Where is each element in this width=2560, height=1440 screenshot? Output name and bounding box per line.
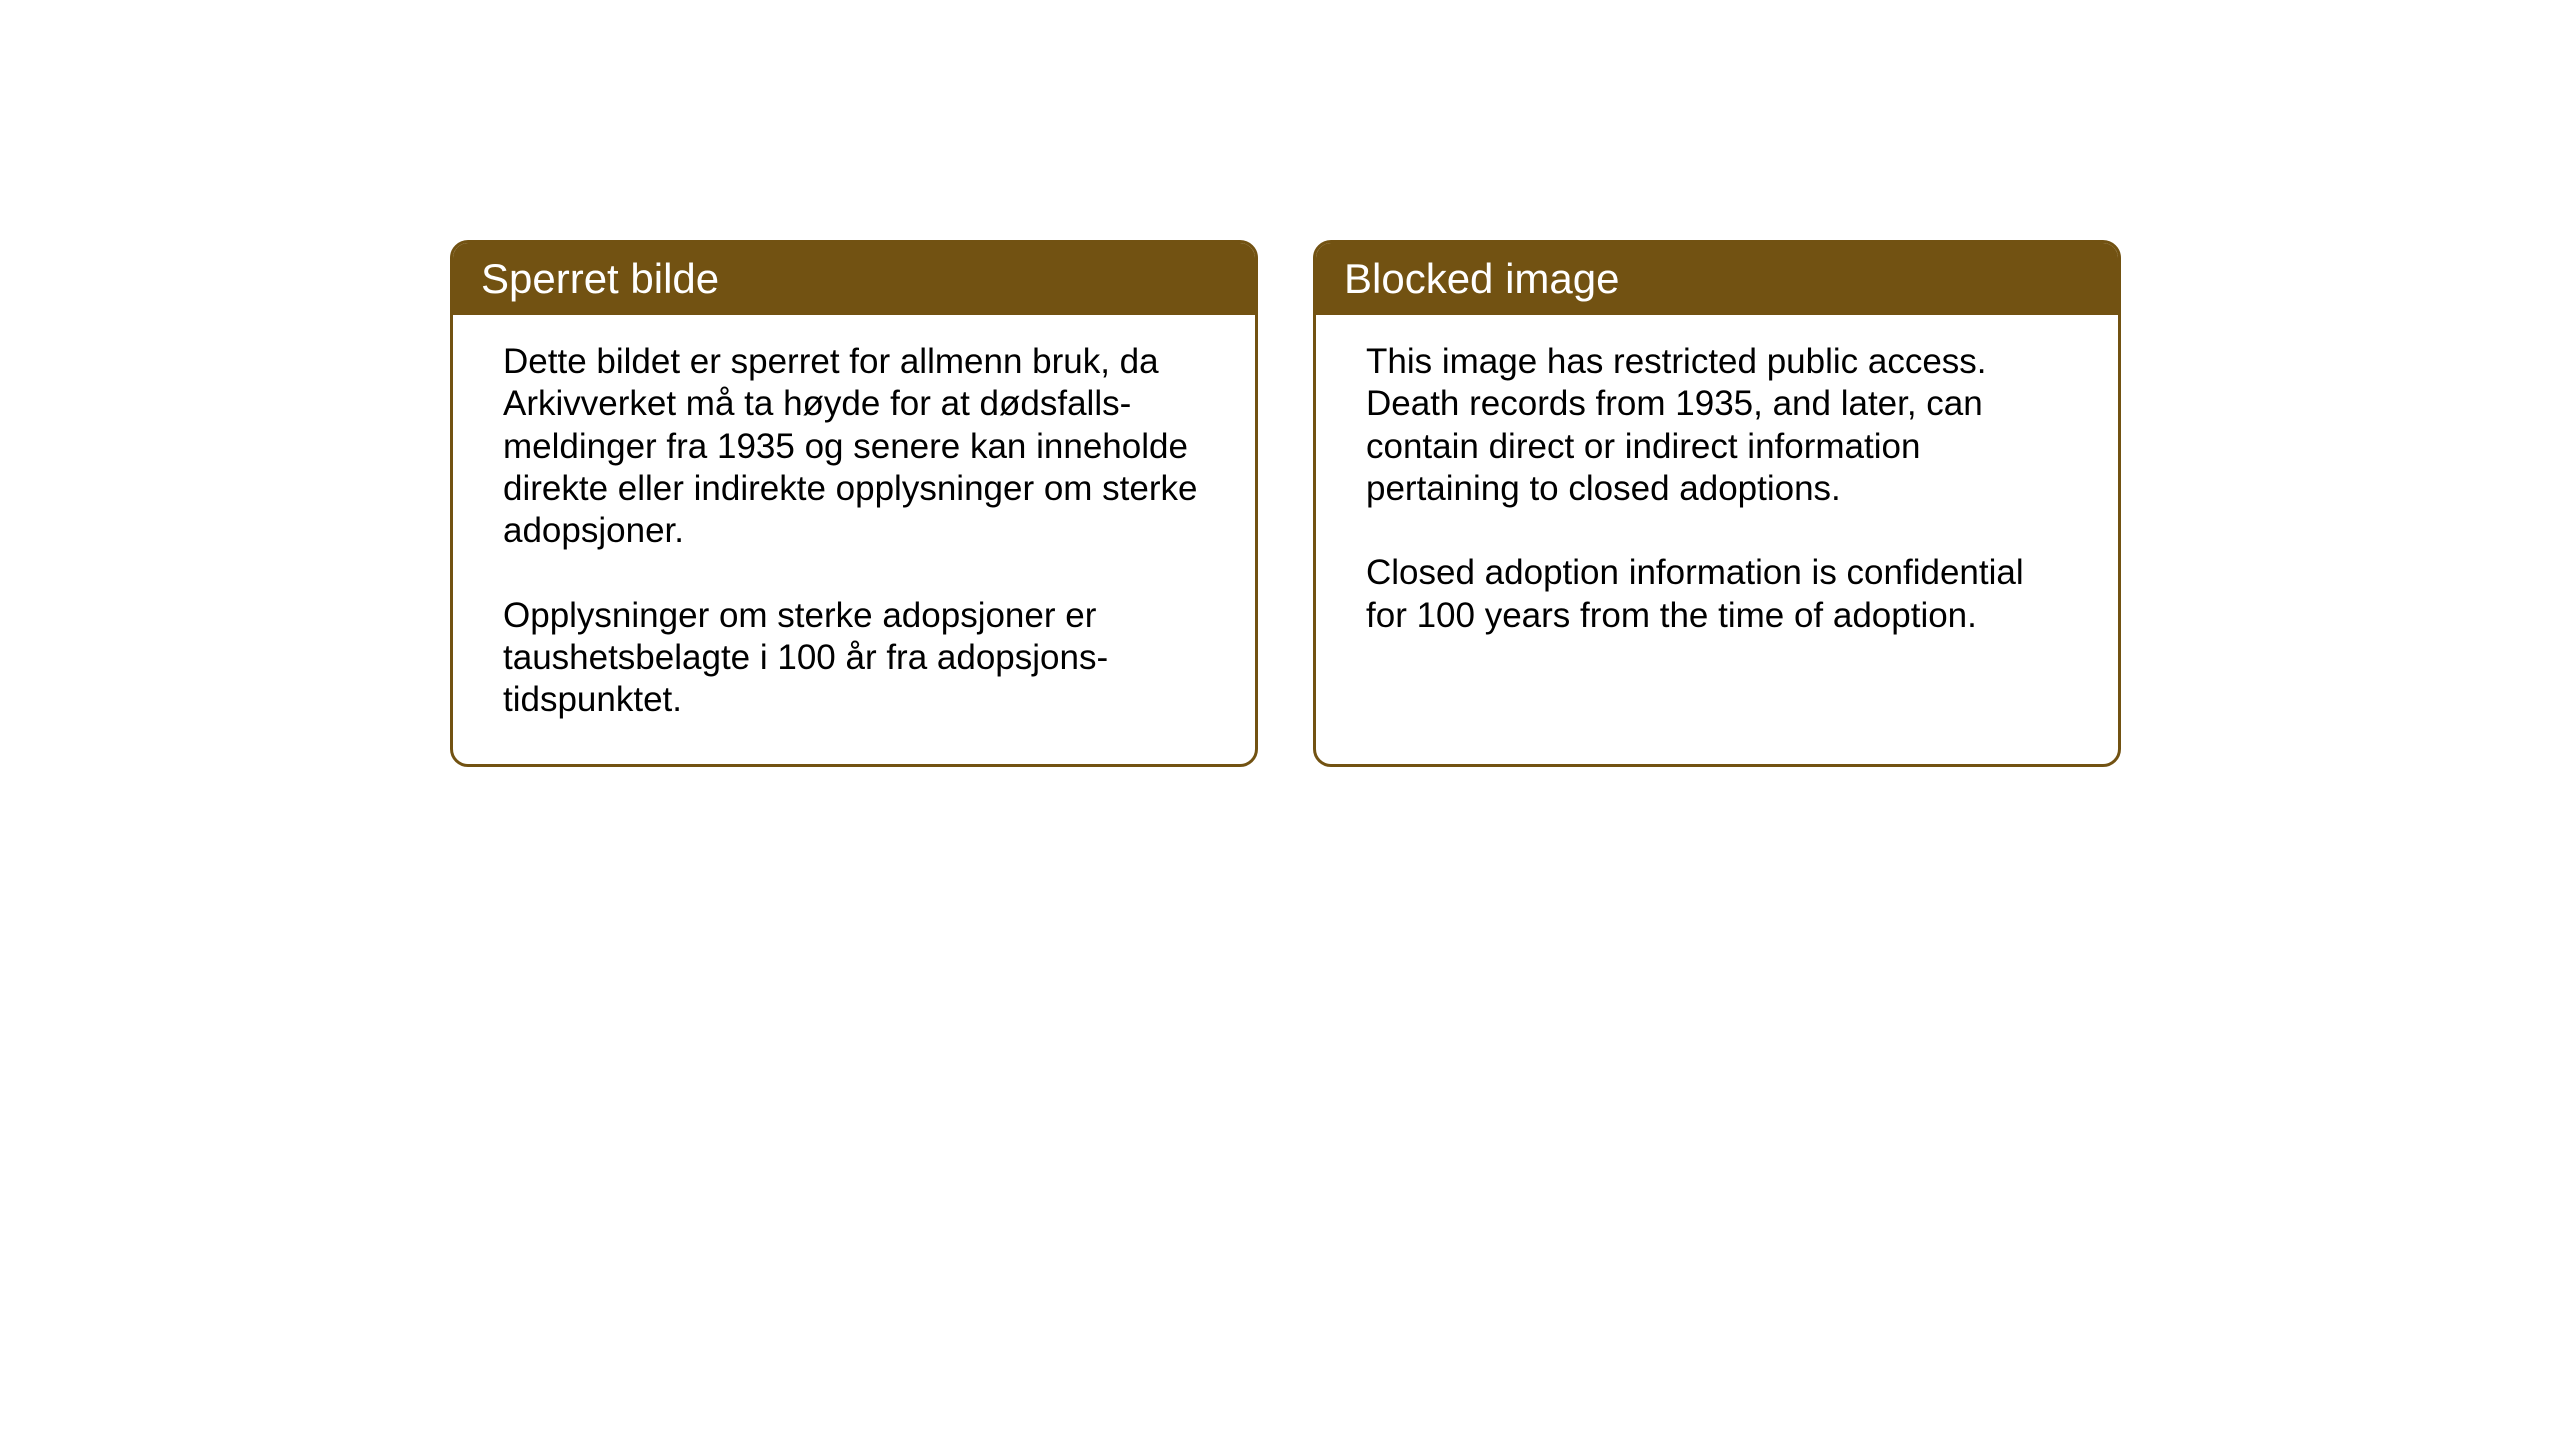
norwegian-paragraph-1: Dette bildet er sperret for allmenn bruk…	[503, 341, 1205, 553]
norwegian-card: Sperret bilde Dette bildet er sperret fo…	[450, 240, 1258, 767]
english-paragraph-2: Closed adoption information is confident…	[1366, 552, 2068, 637]
english-paragraph-1: This image has restricted public access.…	[1366, 341, 2068, 510]
english-card-body: This image has restricted public access.…	[1316, 315, 2118, 679]
english-card-header: Blocked image	[1316, 243, 2118, 315]
norwegian-card-title: Sperret bilde	[481, 255, 719, 302]
english-card: Blocked image This image has restricted …	[1313, 240, 2121, 767]
norwegian-card-header: Sperret bilde	[453, 243, 1255, 315]
norwegian-card-body: Dette bildet er sperret for allmenn bruk…	[453, 315, 1255, 764]
info-cards-container: Sperret bilde Dette bildet er sperret fo…	[450, 240, 2121, 767]
norwegian-paragraph-2: Opplysninger om sterke adopsjoner er tau…	[503, 595, 1205, 722]
english-card-title: Blocked image	[1344, 255, 1619, 302]
